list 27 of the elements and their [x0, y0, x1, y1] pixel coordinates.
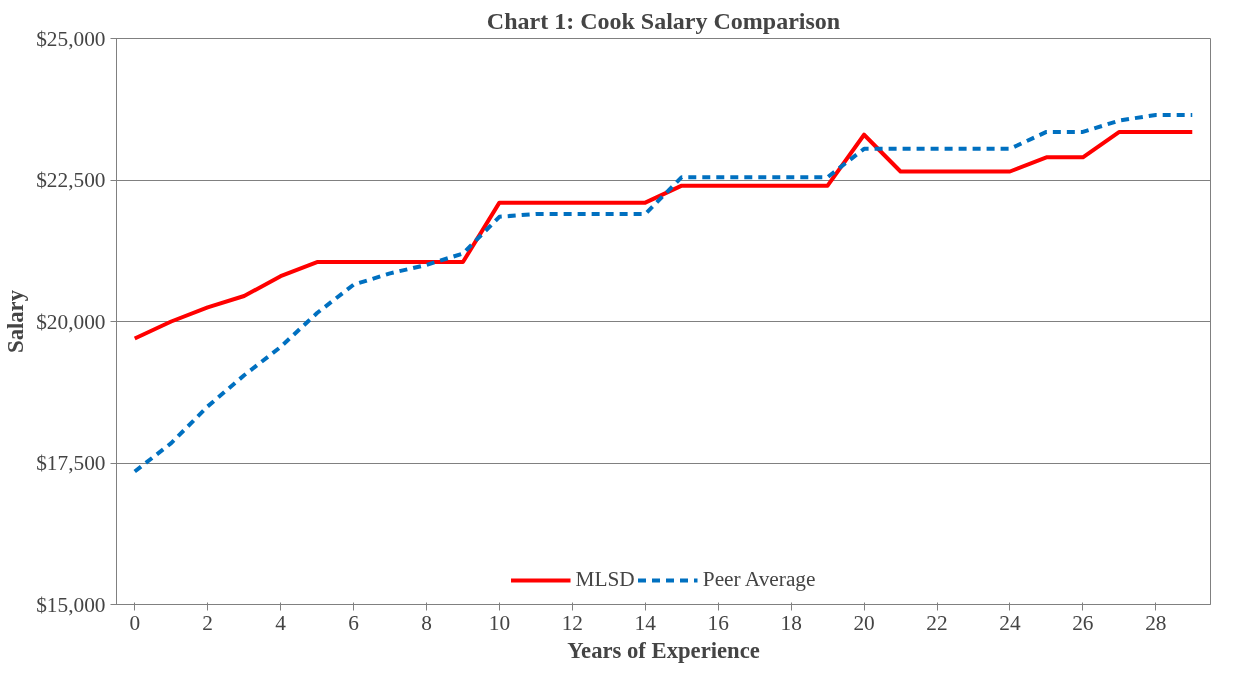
- x-tick-label: 14: [634, 610, 657, 635]
- chart-title: Chart 1: Cook Salary Comparison: [486, 7, 841, 34]
- x-tick-label: 8: [421, 610, 432, 635]
- x-tick-label: 12: [561, 610, 583, 635]
- line-series: [132, 129, 1195, 341]
- x-tick-label: 2: [202, 610, 214, 635]
- legend-label: Peer Average: [702, 567, 816, 592]
- y-tick-label: $17,500: [36, 451, 106, 475]
- y-axis-title: Salary: [3, 289, 29, 353]
- y-tick-label: $20,000: [36, 309, 106, 334]
- x-tick-label: 26: [1072, 610, 1094, 635]
- x-axis-title: Years of Experience: [567, 637, 760, 663]
- y-tick-label: $25,000: [36, 26, 106, 51]
- x-tick-label: 20: [853, 610, 875, 635]
- x-tick-label: 6: [348, 610, 360, 635]
- legend-label: MLSD: [575, 567, 635, 592]
- x-tick-label: 24: [999, 610, 1021, 635]
- x-tick-label: 22: [926, 610, 948, 635]
- x-tick-label: 10: [488, 610, 511, 635]
- x-tick-label: 18: [780, 610, 802, 635]
- x-tick-label: 16: [707, 610, 730, 635]
- line-series: [132, 112, 1195, 474]
- x-tick-label: 28: [1145, 610, 1167, 635]
- y-tick-label: $22,500: [36, 168, 106, 192]
- x-tick-label: 4: [275, 610, 287, 635]
- x-tick-label: 0: [129, 610, 141, 635]
- y-tick-label: $15,000: [36, 592, 106, 617]
